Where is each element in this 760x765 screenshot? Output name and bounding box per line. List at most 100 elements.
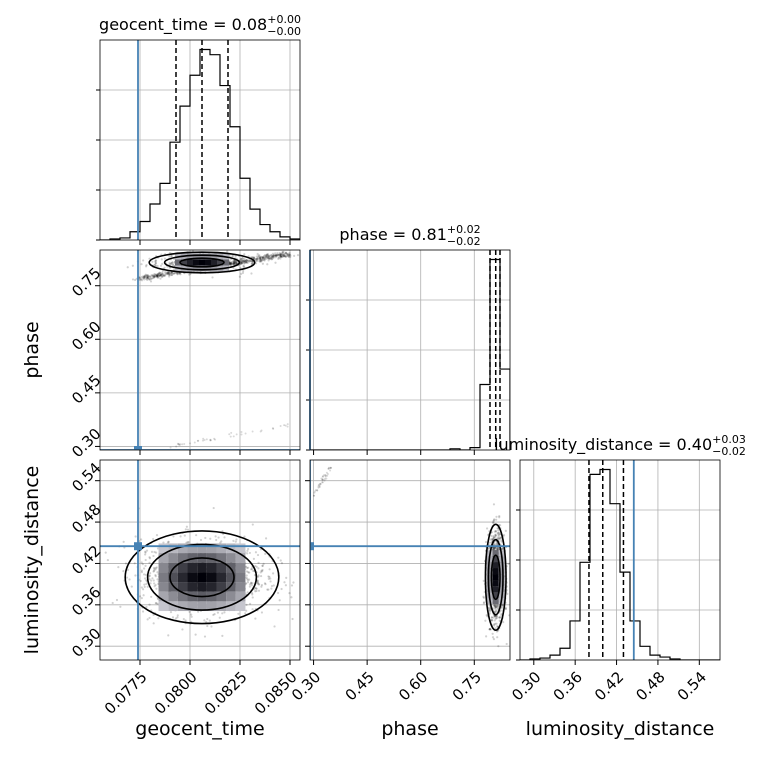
- scatter-panel-geocent-time-vs-phase-point: [259, 258, 262, 261]
- scatter-panel-geocent-time-vs-phase-density-cell: [211, 253, 217, 260]
- scatter-panel-geocent-time-vs-phase-point: [164, 271, 167, 274]
- scatter-panel-geocent-time-vs-phase-point: [161, 275, 164, 278]
- scatter-panel-geocent-time-vs-phase-point: [143, 275, 146, 278]
- scatter-panel-geocent-time-vs-phase-density-cell: [193, 259, 199, 266]
- scatter-panel-geocent-time-vs-luminosity-distance-point: [149, 572, 152, 575]
- scatter-panel-geocent-time-vs-phase-point: [265, 254, 268, 258]
- scatter-panel-geocent-time-vs-phase-point: [287, 252, 290, 256]
- scatter-panel-phase-vs-luminosity-distance-density-cell: [492, 592, 499, 599]
- scatter-panel-geocent-time-vs-phase-point: [139, 278, 142, 281]
- scatter-panel-geocent-time-vs-phase-point: [155, 273, 158, 276]
- scatter-panel-phase-vs-luminosity-distance: 0.30 0.45 0.60 0.75: [288, 459, 511, 704]
- scatter-panel-geocent-time-vs-luminosity-distance-xtick-label-0: 0.0775: [101, 668, 151, 718]
- scatter-panel-geocent-time-vs-luminosity-distance-density-cell: [216, 582, 227, 592]
- scatter-panel-geocent-time-vs-phase-point: [286, 254, 289, 258]
- scatter-panel-geocent-time-vs-phase-point: [256, 252, 259, 256]
- scatter-panel-geocent-time-vs-luminosity-distance-point: [142, 588, 145, 591]
- scatter-panel-geocent-time-vs-phase-point: [164, 274, 167, 277]
- scatter-panel-geocent-time-vs-phase-point: [156, 274, 160, 277]
- scatter-panel-geocent-time-vs-phase-density-cell: [181, 259, 187, 266]
- scatter-panel-geocent-time-vs-phase-point: [284, 255, 287, 258]
- scatter-panel-geocent-time-vs-phase-point: [172, 272, 175, 275]
- scatter-panel-phase-vs-luminosity-distance-point: [496, 536, 499, 539]
- scatter-panel-phase-vs-luminosity-distance-point: [502, 534, 506, 537]
- scatter-panel-geocent-time-vs-luminosity-distance-point: [154, 551, 158, 554]
- scatter-panel-geocent-time-vs-phase-point: [142, 276, 145, 279]
- scatter-panel-phase-vs-luminosity-distance-density-cell: [492, 550, 499, 557]
- scatter-panel-phase-vs-luminosity-distance-point: [492, 536, 495, 539]
- scatter-panel-phase-vs-luminosity-distance-point: [494, 610, 497, 614]
- scatter-panel-geocent-time-vs-phase-point: [176, 272, 179, 275]
- scatter-panel-phase-vs-luminosity-distance-point: [493, 604, 496, 607]
- scatter-panel-geocent-time-vs-phase-point: [166, 273, 169, 276]
- scatter-panel-geocent-time-vs-phase-point: [258, 259, 261, 263]
- scatter-panel-geocent-time-vs-luminosity-distance-point: [141, 563, 144, 566]
- scatter-panel-phase-vs-luminosity-distance-point: [490, 537, 493, 541]
- scatter-panel-geocent-time-vs-luminosity-distance-density-cell: [226, 572, 236, 583]
- scatter-panel-geocent-time-vs-phase-faint-point: [177, 443, 180, 446]
- scatter-panel-geocent-time-vs-luminosity-distance-density-cell: [177, 562, 188, 573]
- scatter-panel-geocent-time-vs-phase-point: [263, 257, 266, 260]
- scatter-panel-geocent-time-vs-phase-point: [171, 272, 174, 275]
- scatter-panel-geocent-time-vs-phase-point: [256, 258, 259, 261]
- scatter-panel-geocent-time-vs-luminosity-distance-point: [255, 565, 258, 568]
- scatter-panel-geocent-time-vs-phase-point: [233, 260, 236, 263]
- scatter-panel-geocent-time-vs-luminosity-distance-point: [203, 619, 206, 622]
- scatter-panel-geocent-time-vs-luminosity-distance-frame: [99, 459, 301, 661]
- hist-panel-geocent-time: geocent_time = 0.08+0.00−0.00: [96, 13, 301, 245]
- scatter-panel-phase-vs-luminosity-distance-point: [506, 592, 509, 595]
- scatter-panel-phase-vs-luminosity-distance-density-cell: [498, 574, 505, 581]
- scatter-panel-geocent-time-vs-luminosity-distance-point: [155, 587, 158, 590]
- scatter-panel-geocent-time-vs-luminosity-distance-point: [154, 575, 157, 578]
- scatter-panel-phase-vs-luminosity-distance-point: [498, 516, 501, 519]
- scatter-panel-geocent-time-vs-phase-point: [143, 278, 146, 281]
- scatter-panel-geocent-time-vs-luminosity-distance-point: [167, 541, 170, 544]
- scatter-panel-phase-vs-luminosity-distance-point: [492, 616, 495, 619]
- scatter-panel-geocent-time-vs-phase-faint-point: [176, 442, 179, 445]
- scatter-panel-geocent-time-vs-phase-faint-point: [286, 423, 289, 426]
- scatter-panel-geocent-time-vs-luminosity-distance-point: [93, 535, 95, 537]
- scatter-panel-geocent-time-vs-phase-point: [148, 277, 151, 280]
- scatter-panel-phase-vs-luminosity-distance-point: [490, 534, 493, 538]
- scatter-panel-phase-vs-luminosity-distance-point: [504, 607, 508, 611]
- scatter-panel-geocent-time-vs-phase-faint-point: [272, 427, 275, 430]
- scatter-panel-phase-vs-luminosity-distance-point: [482, 596, 485, 599]
- scatter-panel-geocent-time-vs-phase-point: [231, 260, 235, 263]
- scatter-panel-geocent-time-vs-phase-point: [242, 260, 245, 263]
- scatter-panel-geocent-time-vs-phase-point: [151, 275, 155, 278]
- scatter-panel-geocent-time-vs-phase-point: [157, 274, 160, 277]
- scatter-panel-geocent-time-vs-phase-point: [272, 257, 275, 260]
- scatter-panel-geocent-time-vs-phase-faint-point: [228, 433, 231, 436]
- scatter-panel-geocent-time-vs-luminosity-distance-point: [245, 574, 248, 577]
- scatter-panel-phase-vs-luminosity-distance-point: [498, 531, 501, 534]
- scatter-panel-geocent-time-vs-phase-point: [161, 273, 164, 277]
- scatter-panel-geocent-time-vs-luminosity-distance-point: [122, 540, 125, 543]
- scatter-panel-geocent-time-vs-luminosity-distance-point: [232, 539, 235, 543]
- scatter-panel-phase-vs-luminosity-distance-faint-point: [314, 489, 317, 492]
- scatter-panel-geocent-time-vs-phase-point: [258, 254, 261, 257]
- scatter-panel-geocent-time-vs-luminosity-distance-point: [264, 552, 267, 555]
- scatter-panel-geocent-time-vs-luminosity-distance-point: [256, 582, 259, 585]
- scatter-panel-geocent-time-vs-phase-point: [241, 261, 244, 264]
- scatter-panel-geocent-time-vs-luminosity-distance-point: [154, 601, 157, 605]
- scatter-panel-geocent-time-vs-phase-point: [155, 274, 159, 277]
- scatter-panel-geocent-time-vs-luminosity-distance-point: [251, 596, 254, 599]
- scatter-panel-geocent-time-vs-luminosity-distance-point: [251, 593, 254, 596]
- scatter-panel-geocent-time-vs-phase-point: [277, 257, 280, 260]
- scatter-panel-geocent-time-vs-luminosity-distance-point: [269, 577, 272, 580]
- scatter-panel-phase-vs-luminosity-distance-point: [489, 628, 492, 631]
- scatter-panel-geocent-time-vs-luminosity-distance-point: [243, 535, 246, 538]
- scatter-panel-phase-vs-luminosity-distance-point: [490, 618, 493, 621]
- scatter-panel-geocent-time-vs-luminosity-distance-point: [247, 566, 250, 569]
- scatter-panel-geocent-time-vs-phase-point: [240, 258, 243, 261]
- scatter-panel-geocent-time-vs-phase-point: [155, 275, 158, 278]
- scatter-panel-geocent-time-vs-phase-point: [229, 262, 232, 265]
- scatter-panel-geocent-time-vs-phase-point: [243, 253, 246, 256]
- scatter-panel-geocent-time-vs-phase-point: [282, 250, 285, 253]
- scatter-panel-geocent-time-vs-phase-point: [279, 253, 282, 257]
- scatter-panel-phase-vs-luminosity-distance-point: [488, 607, 492, 610]
- scatter-panel-geocent-time-vs-luminosity-distance-point: [183, 534, 186, 537]
- scatter-panel-phase-vs-luminosity-distance-point: [495, 630, 499, 633]
- scatter-panel-geocent-time-vs-phase-point: [259, 257, 262, 260]
- scatter-panel-geocent-time-vs-luminosity-distance-point: [250, 582, 253, 585]
